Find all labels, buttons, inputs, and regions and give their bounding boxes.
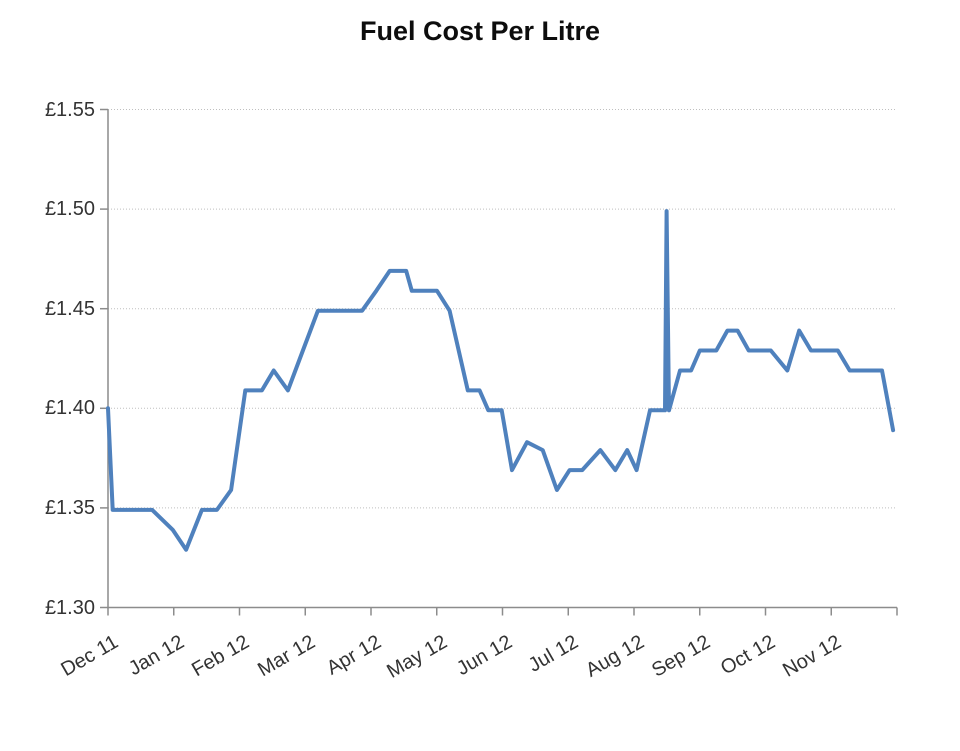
slide-canvas: Fuel Cost Per Litre £1.55 £1.50 £1.45 £1.40… <box>44 16 898 683</box>
y-axis-label: £1.40 <box>44 397 95 420</box>
y-axis-label: £1.45 <box>44 297 95 320</box>
y-axis-label: £1.35 <box>44 496 95 519</box>
y-axis-label: £1.55 <box>44 98 95 121</box>
y-axis-label: £1.50 <box>44 198 95 221</box>
y-axis-label: £1.30 <box>44 596 95 619</box>
fuel-cost-line <box>106 209 896 552</box>
chart-title: Fuel Cost Per Litre <box>359 16 601 46</box>
fuel-cost-line-chart <box>100 108 898 616</box>
